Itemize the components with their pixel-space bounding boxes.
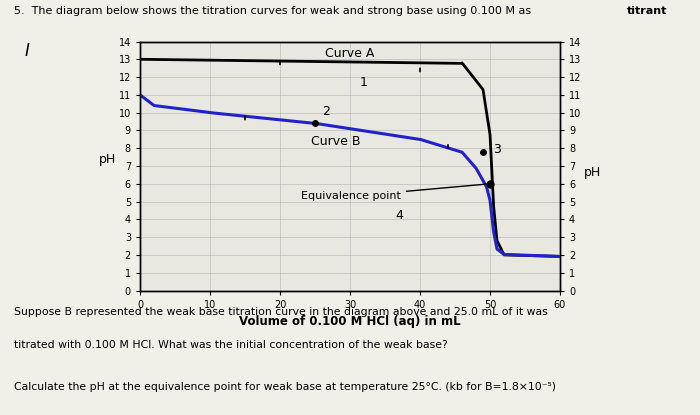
Text: 1: 1	[360, 76, 368, 89]
Text: Equivalence point: Equivalence point	[301, 184, 487, 201]
X-axis label: Volume of 0.100 M HCl (aq) in mL: Volume of 0.100 M HCl (aq) in mL	[239, 315, 461, 328]
Text: 3: 3	[494, 144, 501, 156]
Y-axis label: pH: pH	[584, 166, 601, 179]
Text: titrant: titrant	[626, 6, 667, 16]
Text: I: I	[25, 42, 29, 59]
Text: Suppose B represented the weak base titration curve in the diagram above and 25.: Suppose B represented the weak base titr…	[14, 307, 547, 317]
Y-axis label: pH: pH	[99, 153, 116, 166]
Text: Calculate the pH at the equivalence point for weak base at temperature 25°C. (kb: Calculate the pH at the equivalence poin…	[14, 382, 556, 392]
Text: Curve B: Curve B	[312, 134, 360, 148]
Text: 4: 4	[395, 209, 403, 222]
Text: 5.  The diagram below shows the titration curves for weak and strong base using : 5. The diagram below shows the titration…	[14, 6, 531, 16]
Text: titrated with 0.100 M HCl. What was the initial concentration of the weak base?: titrated with 0.100 M HCl. What was the …	[14, 340, 448, 350]
Text: Curve A: Curve A	[326, 47, 374, 61]
Text: 2: 2	[322, 105, 330, 118]
